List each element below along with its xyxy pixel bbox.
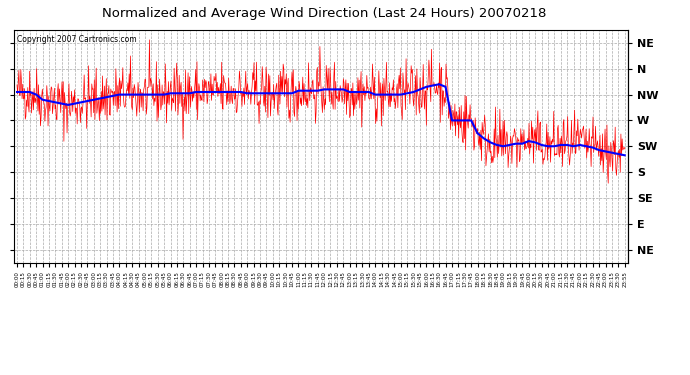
Text: Copyright 2007 Cartronics.com: Copyright 2007 Cartronics.com <box>17 34 137 44</box>
Text: Normalized and Average Wind Direction (Last 24 Hours) 20070218: Normalized and Average Wind Direction (L… <box>102 8 546 21</box>
